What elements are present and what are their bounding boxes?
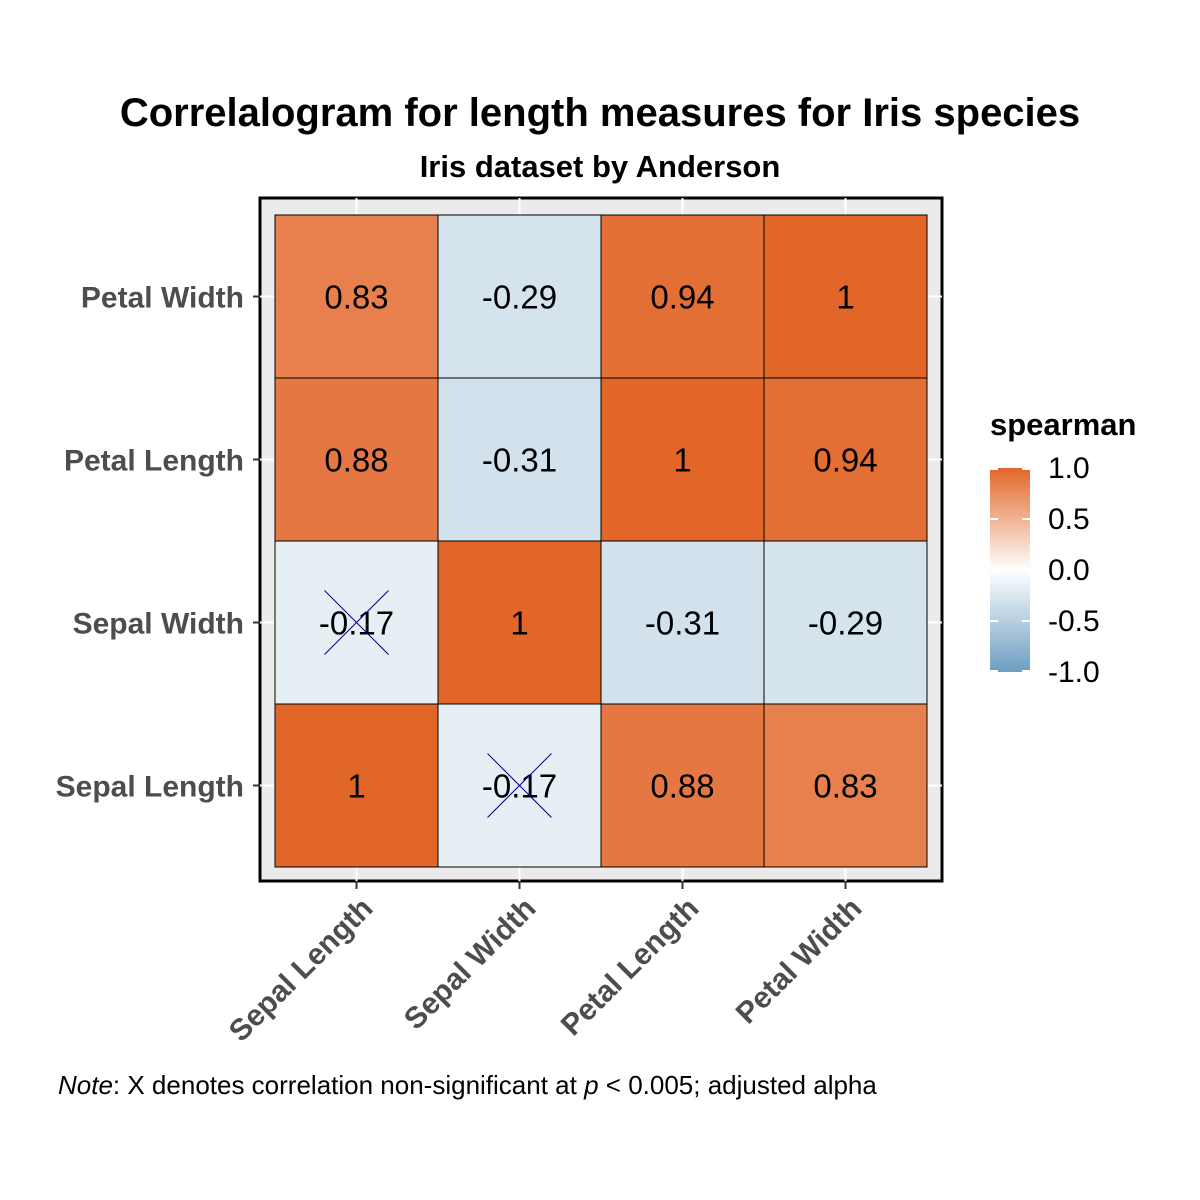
heatmap-cell xyxy=(274,377,439,542)
heatmap-cell xyxy=(763,540,928,705)
x-axis: Sepal Length Sepal Width Petal Length Petal… xyxy=(223,881,869,1049)
chart-subtitle: Iris dataset by Anderson xyxy=(420,149,781,184)
note-p: p xyxy=(583,1070,598,1100)
cell-value-label: 1 xyxy=(673,442,691,479)
heatmap-cell xyxy=(274,703,439,868)
cell-value-label: 1 xyxy=(836,279,854,316)
x-tick-label: Petal Width xyxy=(730,892,869,1031)
heatmap-cell xyxy=(437,214,602,379)
legend-tick-label: 0.0 xyxy=(1048,554,1090,587)
cell-value-label: 1 xyxy=(347,768,365,805)
legend-title: spearman xyxy=(990,407,1136,442)
heatmap-cell xyxy=(600,377,765,542)
heatmap-cell xyxy=(437,540,602,705)
heatmap-cell xyxy=(437,377,602,542)
cell-value-label: -0.29 xyxy=(482,279,557,316)
legend-tick-label: -0.5 xyxy=(1048,605,1100,638)
y-tick-label: Petal Length xyxy=(64,445,244,478)
color-legend: spearman 1.0 0.5 0.0 -0.5 -1.0 xyxy=(990,407,1136,689)
cell-value-label: 1 xyxy=(510,605,528,642)
cell-value-label: 0.94 xyxy=(813,442,877,479)
x-tick-label: Petal Length xyxy=(555,892,706,1043)
heatmap-cell xyxy=(763,377,928,542)
heatmap-cell xyxy=(600,703,765,868)
heatmap-cell xyxy=(274,214,439,379)
heatmap-cell xyxy=(763,214,928,379)
chart-title: Correlalogram for length measures for Ir… xyxy=(120,91,1080,135)
legend-tick-label: 0.5 xyxy=(1048,503,1090,536)
heatmap-cell xyxy=(600,214,765,379)
cell-value-label: -0.31 xyxy=(645,605,720,642)
note-italic: Note xyxy=(58,1070,113,1100)
y-tick-label: Sepal Length xyxy=(56,771,244,804)
cell-value-label: -0.29 xyxy=(808,605,883,642)
cell-value-label: 0.94 xyxy=(650,279,714,316)
note-text-2: < 0.005; adjusted alpha xyxy=(599,1070,878,1100)
heatmap-cell xyxy=(600,540,765,705)
heatmap-cell xyxy=(763,703,928,868)
y-axis: Sepal Length Sepal Width Petal Length Petal… xyxy=(56,282,260,804)
x-tick-label: Sepal Length xyxy=(223,892,380,1049)
legend-tick-label: 1.0 xyxy=(1048,452,1090,485)
cell-value-label: 0.88 xyxy=(324,442,388,479)
note-text-1: : X denotes correlation non-significant … xyxy=(113,1070,584,1100)
legend-tick-label: -1.0 xyxy=(1048,656,1100,689)
heatmap-cells: 1-0.170.880.83-0.171-0.31-0.290.88-0.311… xyxy=(274,214,928,868)
nonsignificant-cross-line xyxy=(324,590,389,655)
cell-value-label: -0.31 xyxy=(482,442,557,479)
nonsignificant-markers xyxy=(324,590,552,818)
x-tick-label: Sepal Width xyxy=(398,892,543,1037)
cell-value-label: 0.83 xyxy=(324,279,388,316)
y-tick-label: Petal Width xyxy=(81,282,244,315)
cell-value-label: 0.83 xyxy=(813,768,877,805)
nonsignificant-cross-line xyxy=(487,753,552,818)
cell-value-label: 0.88 xyxy=(650,768,714,805)
footnote: Note: X denotes correlation non-signific… xyxy=(58,1070,877,1100)
y-tick-label: Sepal Width xyxy=(73,608,244,641)
